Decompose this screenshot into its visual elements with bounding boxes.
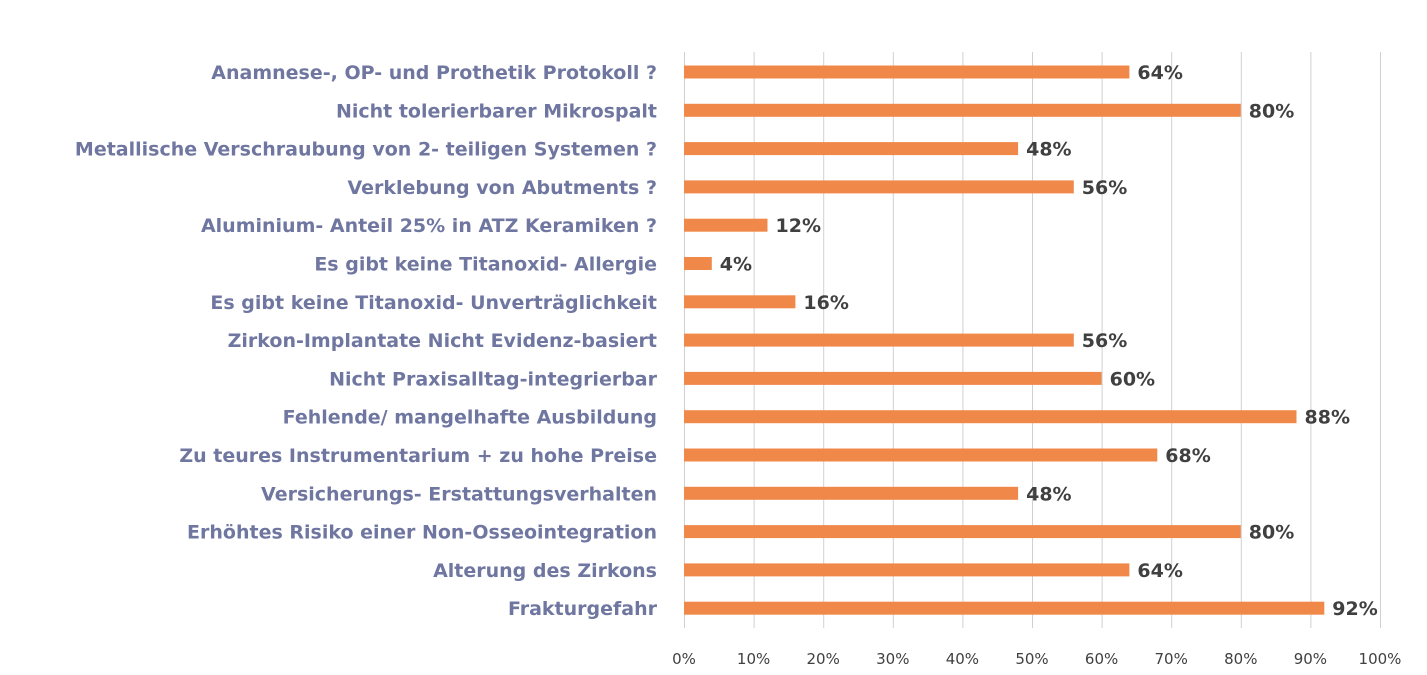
x-tick-label: 20%: [807, 650, 840, 668]
data-label: 48%: [1026, 139, 1071, 161]
bar: [684, 563, 1130, 577]
bar: [684, 486, 1019, 500]
data-label: 48%: [1026, 483, 1071, 505]
bar: [684, 410, 1297, 424]
data-label: 60%: [1110, 368, 1155, 390]
data-label: 80%: [1249, 100, 1294, 122]
category-label: Nicht Praxisalltag-integrierbar: [329, 368, 658, 390]
data-label: 64%: [1137, 560, 1182, 582]
x-tick-label: 80%: [1224, 650, 1257, 668]
category-label: Aluminium- Anteil 25% in ATZ Keramiken ?: [201, 215, 657, 237]
data-label: 68%: [1165, 445, 1210, 467]
bar: [684, 257, 712, 270]
data-label: 80%: [1249, 522, 1294, 544]
category-label: Fehlende/ mangelhafte Ausbildung: [283, 407, 657, 429]
bars: [684, 65, 1325, 615]
value-labels: 64% 80% 48% 56% 12% 4% 16% 56% 60% 88% 68% 48% 80% 64…: [720, 62, 1378, 620]
data-label: 56%: [1082, 330, 1127, 352]
x-tick-label: 0%: [672, 650, 696, 668]
category-label: Versicherungs- Erstattungsverhalten: [261, 483, 657, 505]
bar: [684, 371, 1102, 385]
data-label: 92%: [1332, 598, 1377, 620]
bar: [684, 142, 1019, 156]
category-label: Es gibt keine Titanoxid- Allergie: [314, 254, 657, 276]
bar: [684, 295, 796, 309]
bar: [684, 103, 1241, 117]
data-label: 12%: [776, 215, 821, 237]
category-label: Metallische Verschraubung von 2- teilige…: [75, 139, 657, 161]
bar: [684, 218, 768, 232]
x-tick-label: 10%: [737, 650, 770, 668]
category-label: Nicht tolerierbarer Mikrospalt: [336, 100, 657, 122]
data-label: 88%: [1305, 407, 1350, 429]
x-tick-label: 30%: [876, 650, 909, 668]
bar: [684, 525, 1241, 539]
x-axis-tick-labels: 0% 10% 20% 30% 40% 50% 60% 70% 80% 90% 100%: [672, 650, 1401, 668]
data-label: 16%: [803, 292, 848, 314]
category-label: Anamnese-, OP- und Prothetik Protokoll ?: [211, 62, 657, 84]
bar: [684, 333, 1074, 347]
category-label: Es gibt keine Titanoxid- Unverträglichke…: [210, 292, 657, 314]
data-label: 56%: [1082, 177, 1127, 199]
x-tick-label: 60%: [1085, 650, 1118, 668]
x-tick-label: 40%: [946, 650, 979, 668]
category-label: Erhöhtes Risiko einer Non-Osseointegrati…: [187, 522, 657, 544]
bar: [684, 65, 1130, 79]
data-label: 64%: [1137, 62, 1182, 84]
data-label: 4%: [720, 254, 752, 276]
category-label: Frakturgefahr: [508, 598, 658, 620]
bar: [684, 448, 1158, 462]
x-tick-label: 50%: [1015, 650, 1048, 668]
x-tick-label: 100%: [1359, 650, 1402, 668]
bar: [684, 180, 1074, 194]
category-label: Zirkon-Implantate Nicht Evidenz-basiert: [228, 330, 657, 352]
category-labels: Anamnese-, OP- und Prothetik Protokoll ?…: [75, 62, 658, 620]
category-label: Zu teures Instrumentarium + zu hohe Prei…: [179, 445, 657, 467]
category-label: Verklebung von Abutments ?: [347, 177, 657, 199]
bar: [684, 601, 1325, 615]
x-tick-label: 90%: [1294, 650, 1327, 668]
category-label: Alterung des Zirkons: [433, 560, 657, 582]
x-tick-label: 70%: [1155, 650, 1188, 668]
